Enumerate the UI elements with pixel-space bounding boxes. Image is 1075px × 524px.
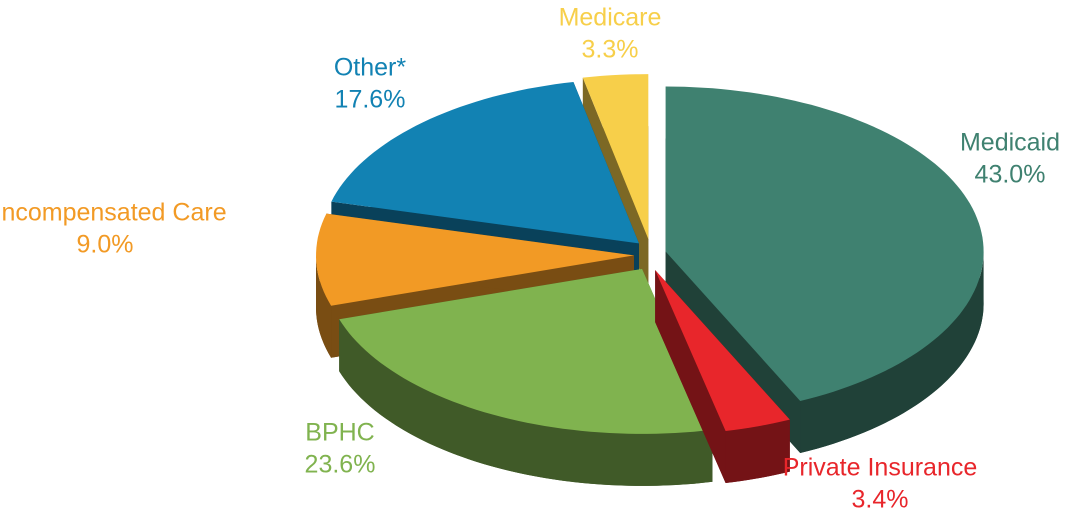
slice-label: Private Insurance [783,454,978,482]
slice [316,213,635,306]
slice-label: BPHC [305,419,374,447]
slice-value-label: 17.6% [335,86,406,114]
slice-side [725,419,790,483]
slice-value-label: 9.0% [77,231,134,259]
slice-value-label: 3.4% [852,486,909,514]
slice-value-label: 23.6% [305,451,376,479]
slice-label: Medicare [559,4,662,32]
slice [655,270,790,431]
slice-side [316,255,332,358]
slice-side [800,251,984,453]
slice [339,268,713,434]
slice [582,74,649,240]
slice [331,82,639,244]
slice-label: Medicaid [960,129,1060,157]
slice-cut [655,270,726,484]
slice [665,86,984,401]
slice-side [339,319,713,486]
slice-value-label: 43.0% [975,161,1046,189]
slice-label: Other* [334,54,407,82]
slice-value-label: 3.3% [582,36,639,64]
slice-label: Uncompensated Care [0,199,227,227]
